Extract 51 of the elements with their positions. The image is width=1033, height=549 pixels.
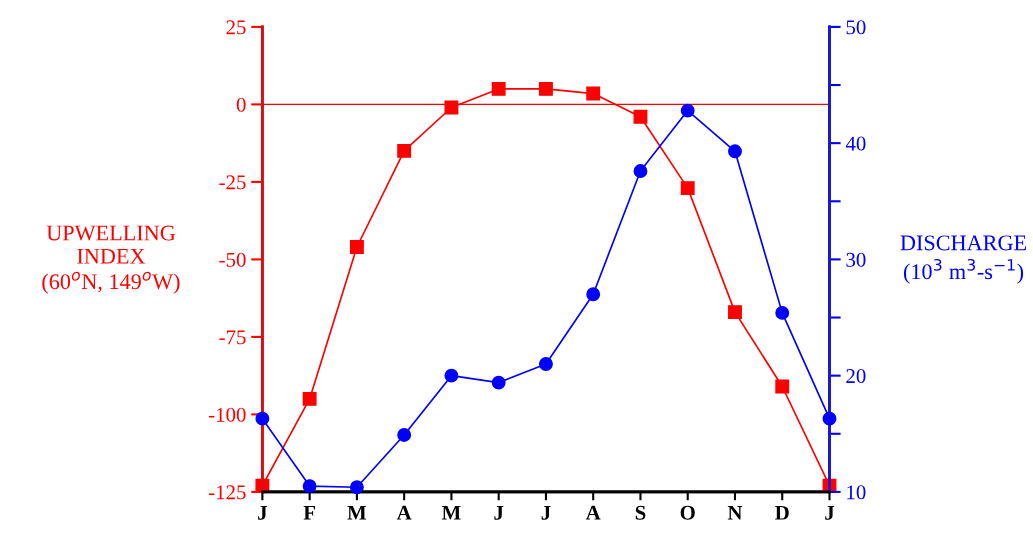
x-tick-label: J: [541, 505, 551, 520]
y-tick-label: -100: [209, 407, 246, 422]
x-tick-label: M: [347, 505, 367, 520]
y-tick-label: -25: [219, 175, 246, 190]
point: [397, 427, 412, 442]
x-tick-label: J: [494, 505, 504, 520]
point: [349, 240, 364, 254]
x-tick-label: M: [441, 505, 461, 520]
point: [538, 81, 553, 96]
x-tick-label: N: [727, 505, 743, 520]
y2-tick-label: 10: [847, 485, 866, 500]
point: [775, 379, 790, 394]
point: [538, 357, 553, 371]
point: [728, 144, 742, 159]
point: [349, 480, 364, 495]
y2-tick-label: 20: [846, 369, 866, 384]
point: [491, 375, 506, 390]
point: [680, 181, 695, 196]
point: [491, 81, 506, 96]
y2-tick-label: 40: [845, 136, 866, 151]
point: [680, 103, 695, 118]
y2-tick-label: 30: [846, 252, 866, 267]
point: [444, 368, 459, 383]
x-tick-label: J: [825, 505, 835, 520]
point: [302, 479, 317, 494]
y-axis-title: UPWELLING INDEX (60$^{o}$N, 149$^{o}$W): [42, 225, 180, 294]
point: [822, 411, 837, 426]
point: [586, 287, 601, 302]
y-tick-label: -50: [219, 252, 246, 267]
x-tick-label: O: [680, 505, 695, 520]
y2-tick-label: 50: [846, 20, 866, 35]
point: [302, 391, 317, 406]
x-tick-label: A: [585, 505, 601, 520]
point: [775, 305, 790, 320]
y-tick-label: -125: [209, 485, 246, 500]
x-tick-label: F: [303, 505, 316, 520]
point: [255, 411, 270, 426]
point: [397, 143, 412, 158]
point: [444, 100, 459, 115]
x-tick-label: D: [775, 505, 789, 520]
point: [633, 109, 648, 124]
point: [633, 164, 648, 178]
y2-axis-title: DISCHARGE (10$^{3}$ m$^{3}$-s$^{−1}$): [900, 235, 1027, 284]
point: [728, 305, 742, 320]
y-tick-label: 0: [236, 97, 246, 112]
y-tick-label: -75: [219, 330, 246, 345]
point: [586, 86, 601, 101]
x-tick-label: J: [258, 505, 268, 520]
x-tick-label: S: [635, 505, 646, 520]
y-tick-label: 25: [226, 20, 246, 35]
x-tick-label: A: [396, 505, 412, 520]
